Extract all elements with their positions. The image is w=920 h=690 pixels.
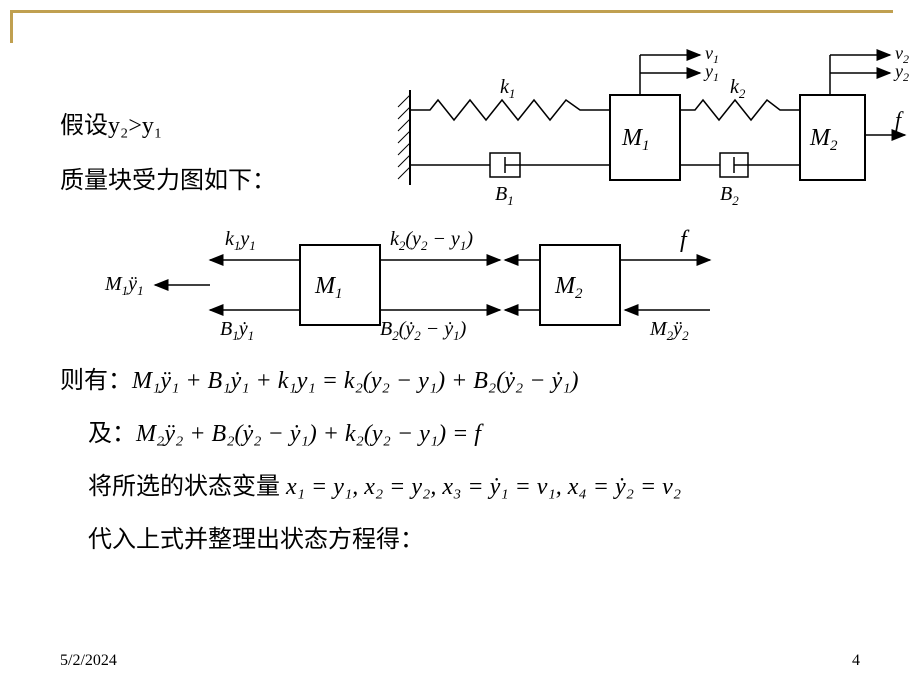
eq1-math: M₁ÿ₁ + B₁ẏ₁ + k₁y₁ = k₂(y₂ − y₁) + B₂(ẏ₂… (132, 368, 578, 394)
substitute-line: 代入上式并整理出状态方程得： (88, 519, 880, 554)
state-intro-line: 将所选的状态变量 x₁ = y₁, x₂ = y₂, x₃ = ẏ₁ = v₁,… (88, 466, 880, 501)
footer-date: 5/2/2024 (60, 652, 117, 670)
fbd-intro-text: 质量块受力图如下： (60, 160, 880, 195)
label-f: f (895, 107, 904, 132)
state-vars-math: x₁ = y₁, x₂ = y₂, x₃ = ẏ₁ = v₁, x₄ = ẏ₂ … (286, 474, 681, 500)
eq2-math: M₂ÿ₂ + B₂(ẏ₂ − ẏ₁) + k₂(y₂ − y₁) = f (136, 421, 481, 447)
content-area: 假设y₂>y₁ 质量块受力图如下： 则有：M₁ÿ₁ + B₁ẏ₁ + k₁y₁ … (60, 50, 880, 566)
eq1-line: 则有：M₁ÿ₁ + B₁ẏ₁ + k₁y₁ = k₂(y₂ − y₁) + B₂… (60, 360, 880, 395)
eq2-line: 及：M₂ÿ₂ + B₂(ẏ₂ − ẏ₁) + k₂(y₂ − y₁) = f (88, 413, 880, 448)
footer-page: 4 (852, 652, 860, 670)
assumption-text: 假设y₂>y₁ (60, 105, 880, 140)
